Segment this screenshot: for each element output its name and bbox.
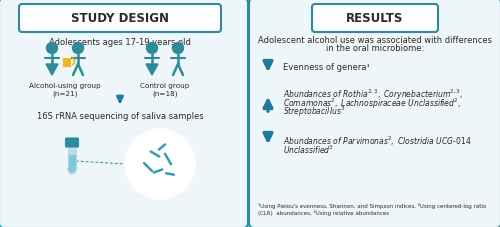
Text: $\it{Streptobacillus}$$^{3}$: $\it{Streptobacillus}$$^{3}$ — [283, 105, 345, 119]
FancyBboxPatch shape — [0, 0, 248, 227]
Circle shape — [69, 166, 75, 172]
Text: Adolescent alcohol use was associated with differences: Adolescent alcohol use was associated wi… — [258, 36, 492, 45]
Circle shape — [146, 43, 158, 54]
Text: STUDY DESIGN: STUDY DESIGN — [71, 12, 169, 25]
Text: 16S rRNA sequencing of saliva samples: 16S rRNA sequencing of saliva samples — [36, 111, 203, 121]
Text: Evenness of genera¹: Evenness of genera¹ — [283, 63, 370, 72]
Text: Control group
(n=18): Control group (n=18) — [140, 83, 190, 96]
Text: (CLR)  abundances, ³Using relative abundances: (CLR) abundances, ³Using relative abunda… — [258, 209, 389, 215]
Text: Adolescents ages 17-19 years old: Adolescents ages 17-19 years old — [49, 38, 191, 47]
Bar — [68, 145, 76, 170]
Text: ¹Using Pielou's evenness, Shannon, and Simpson indices, ²Using centered-log rati: ¹Using Pielou's evenness, Shannon, and S… — [258, 202, 486, 208]
Text: $\it{Unclassified}$$^{3}$: $\it{Unclassified}$$^{3}$ — [283, 143, 334, 155]
Text: RESULTS: RESULTS — [346, 12, 404, 25]
FancyBboxPatch shape — [312, 5, 438, 33]
Circle shape — [125, 129, 195, 199]
Circle shape — [46, 43, 58, 54]
Polygon shape — [146, 65, 158, 76]
Bar — [69, 155, 75, 169]
FancyBboxPatch shape — [66, 138, 78, 147]
Circle shape — [68, 166, 76, 174]
FancyBboxPatch shape — [19, 5, 221, 33]
Polygon shape — [46, 65, 58, 76]
Bar — [62, 56, 71, 59]
Text: in the oral microbiome:: in the oral microbiome: — [326, 44, 424, 53]
Circle shape — [72, 43, 84, 54]
Circle shape — [172, 43, 184, 54]
Bar — [63, 58, 70, 67]
Text: $\it{Comamonas}$$^{2}$$,\ \it{Lachnospiraceae\ Unclassified}$$^{2}$$,$: $\it{Comamonas}$$^{2}$$,\ \it{Lachnospir… — [283, 96, 461, 110]
Text: $\it{Abundances\ of\ Rothia}$$^{2,3}$$,\ \it{Corynebacterium}$$^{2,3}$$,$: $\it{Abundances\ of\ Rothia}$$^{2,3}$$,\… — [283, 88, 463, 102]
Text: Alcohol-using group
(n=21): Alcohol-using group (n=21) — [29, 83, 101, 96]
FancyBboxPatch shape — [249, 0, 500, 227]
Text: $\it{Abundances\ of\ Parvimonas}$$^{2}$$,\ \it{Clostridia\ UCG\text{-}014}$: $\it{Abundances\ of\ Parvimonas}$$^{2}$$… — [283, 134, 472, 148]
